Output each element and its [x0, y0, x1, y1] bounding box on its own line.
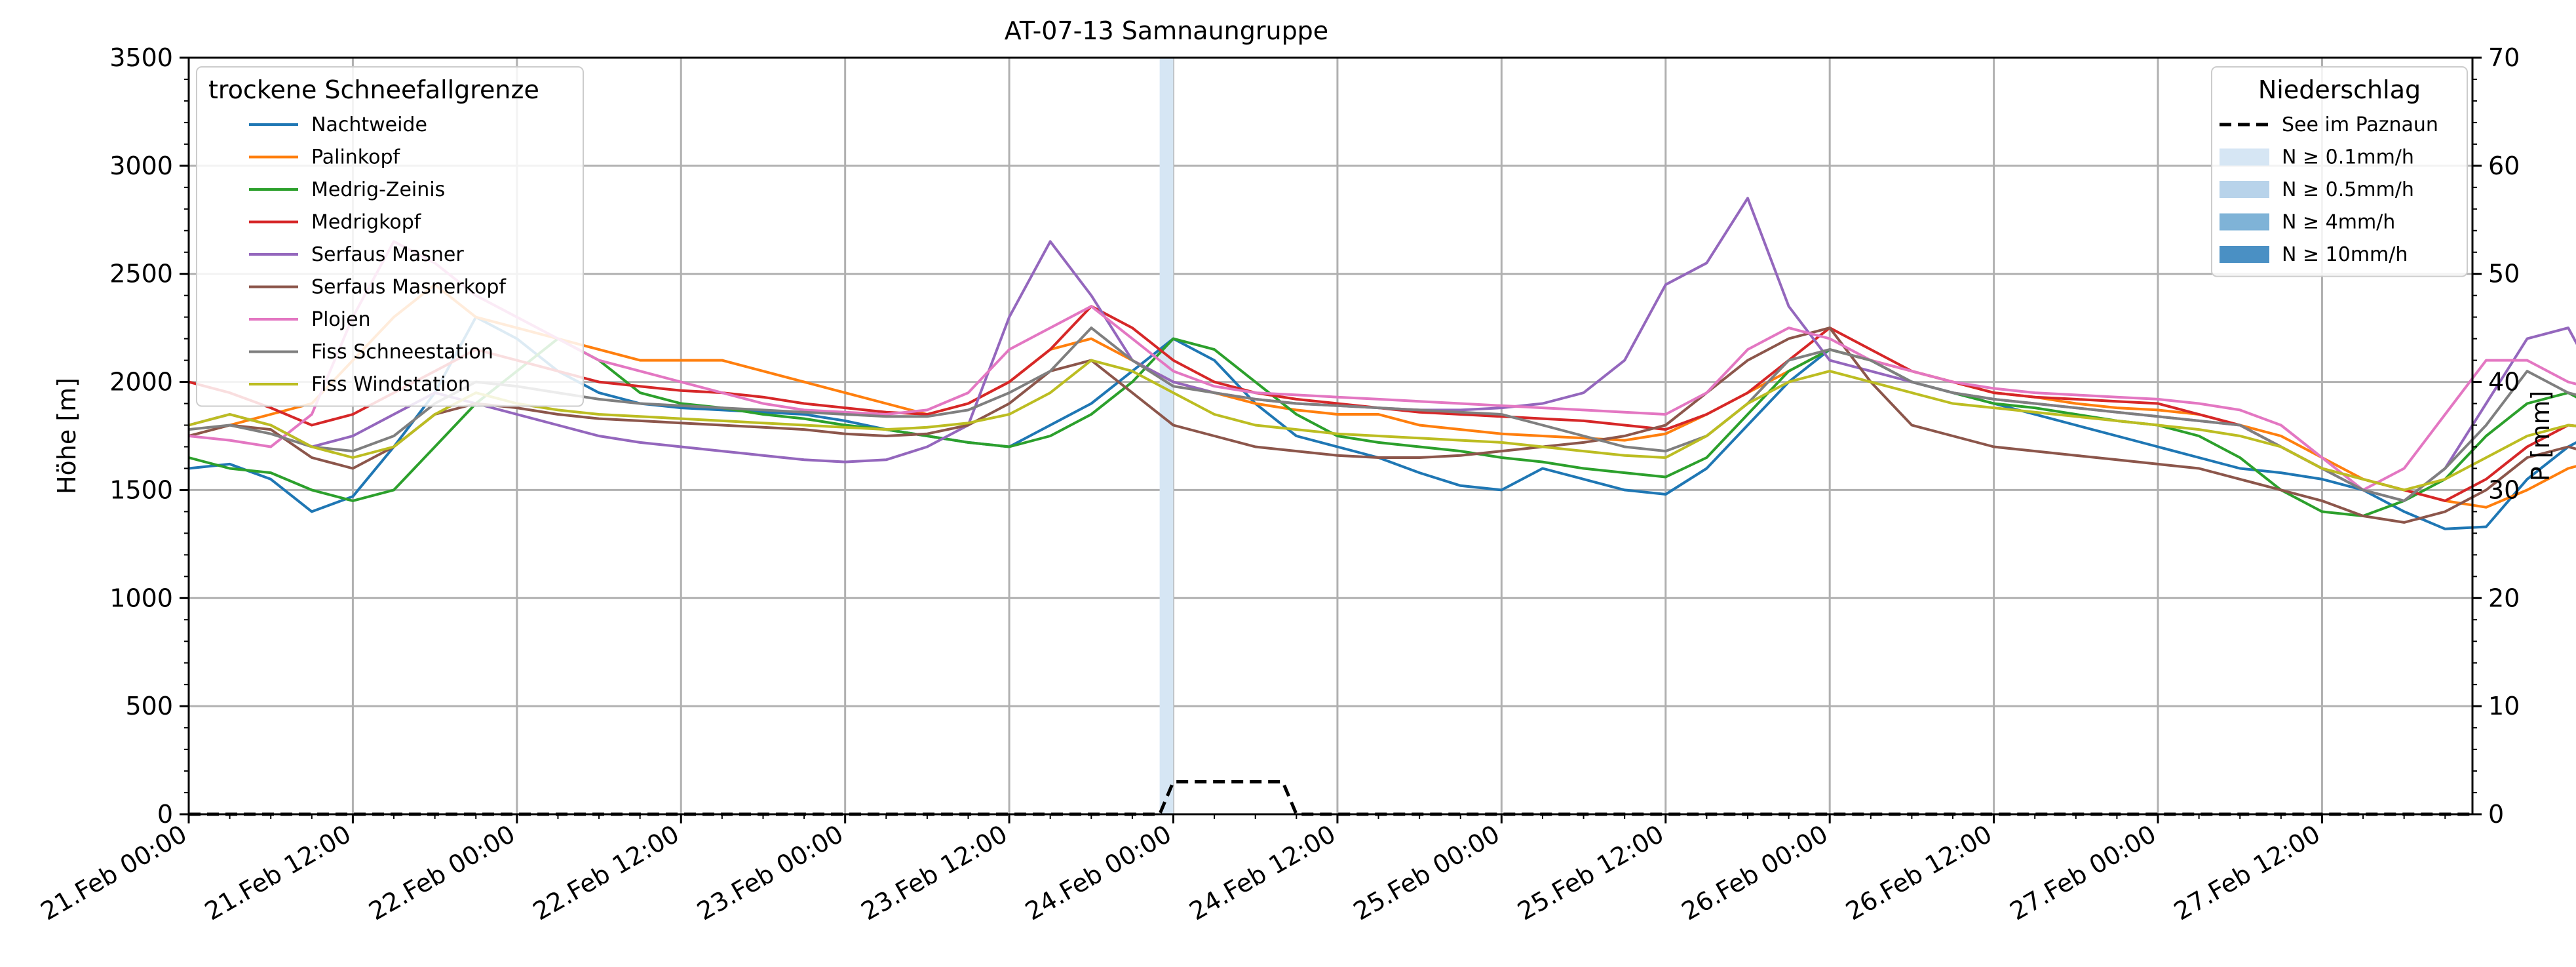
y-tick-label: 2500: [109, 260, 173, 288]
legend-left-label: Plojen: [311, 308, 371, 331]
series-line: [188, 305, 2576, 502]
legend-right-label: N ≥ 10mm/h: [2282, 243, 2408, 266]
legend-right-entries: See im Paznaun N ≥ 0.1mm/h N ≥ 0.5mm/h N ≥ …: [2220, 113, 2438, 266]
legend-left-label: Fiss Windstation: [311, 373, 471, 396]
series-line: [188, 326, 2576, 502]
legend-left-entries: Nachtweide Palinkopf Medrig-Zeinis Medrigko…: [249, 113, 507, 396]
legend-right-swatch: [2220, 213, 2269, 231]
legend-left-label: Serfaus Masner: [311, 243, 464, 266]
series-line: [188, 326, 2576, 524]
y2-axis-ticks: 0 10 20 30 40 50 60 70: [2472, 43, 2520, 829]
y-tick-label: 3500: [109, 43, 173, 72]
plot-frame: [187, 56, 2474, 816]
series-line: [188, 240, 2576, 492]
y-tick-label: 0: [157, 800, 173, 829]
legend-right-label: N ≥ 4mm/h: [2282, 211, 2395, 234]
y2-axis-label: P [mm]: [2526, 391, 2555, 482]
legend-left-label: Medrig-Zeinis: [311, 178, 445, 201]
legend-niederschlag: Niederschlag See im Paznaun N ≥ 0.1mm/h N …: [2211, 66, 2468, 277]
y-tick-label: 500: [125, 692, 173, 720]
series-lines: [188, 197, 2576, 530]
chart-title: AT-07-13 Samnaungruppe: [1005, 16, 1328, 45]
precip-band: [1159, 58, 1174, 814]
y2-tick-label: 0: [2488, 800, 2504, 829]
legend-left-label: Fiss Schneestation: [311, 341, 493, 364]
y-tick-label: 3000: [109, 151, 173, 180]
y2-tick-label: 50: [2488, 260, 2520, 288]
legend-left-label: Nachtweide: [311, 113, 427, 136]
legend-left-label: Palinkopf: [311, 146, 401, 169]
legend-right-label: N ≥ 0.1mm/h: [2282, 146, 2414, 169]
y2-tick-label: 40: [2488, 368, 2520, 397]
legend-left-label: Serfaus Masnerkopf: [311, 276, 507, 299]
series-line: [188, 359, 2576, 492]
legend-right-box: [2211, 66, 2468, 277]
series-line: [188, 337, 2576, 517]
legend-left-label: Medrigkopf: [311, 211, 422, 234]
legend-right-swatch: [2220, 181, 2269, 198]
legend-right-swatch: [2220, 148, 2269, 166]
y-tick-label: 1500: [109, 475, 173, 504]
legend-left-title: trockene Schneefallgrenze: [208, 75, 539, 104]
y-axis-label: Höhe [m]: [52, 378, 81, 494]
y-tick-label: 2000: [109, 368, 173, 397]
legend-left-box: [196, 66, 584, 407]
legend-schneefallgrenze: trockene Schneefallgrenze Nachtweide Pali…: [196, 66, 584, 407]
y2-tick-label: 30: [2488, 475, 2520, 504]
y2-tick-label: 60: [2488, 151, 2520, 180]
series-line: [188, 197, 2576, 502]
y-tick-label: 1000: [109, 583, 173, 612]
precip-bands: [1159, 58, 1174, 814]
legend-right-label: N ≥ 0.5mm/h: [2282, 178, 2414, 201]
y2-tick-label: 20: [2488, 583, 2520, 612]
legend-right-swatch: [2220, 246, 2269, 263]
legend-right-title: Niederschlag: [2258, 75, 2421, 104]
y2-tick-label: 70: [2488, 43, 2520, 72]
y2-tick-label: 10: [2488, 692, 2520, 720]
y-axis-ticks: 0 500 1000 1500 2000 2500 3000 3500: [109, 43, 189, 829]
legend-right-label: See im Paznaun: [2282, 113, 2438, 136]
